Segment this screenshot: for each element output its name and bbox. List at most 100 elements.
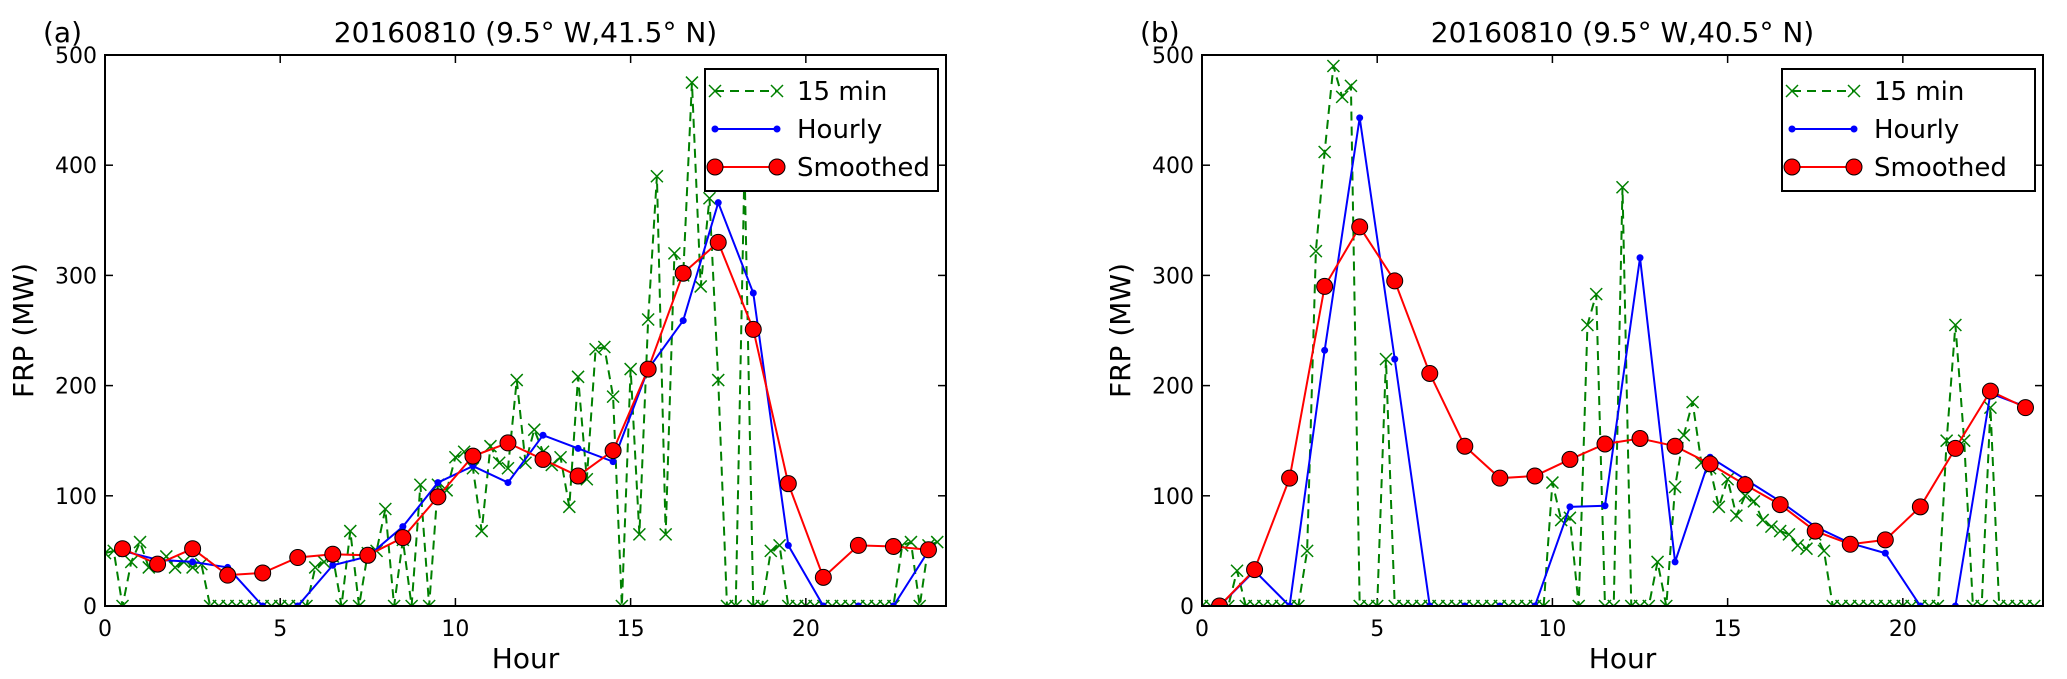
data-point-x (492, 456, 506, 470)
legend-label: Hourly (797, 115, 882, 145)
x-tick-label: 20 (1889, 617, 1917, 642)
data-point-x (571, 370, 585, 384)
x-axis-label: Hour (1589, 642, 1657, 675)
data-point-circle (1946, 439, 1964, 457)
legend-item: 15 min (1785, 77, 1964, 107)
axes-frame (1201, 54, 2044, 607)
data-point-x (1537, 599, 1551, 606)
y-axis-label: FRP (MW) (1104, 263, 1137, 398)
chart-title: 20160810 (9.5° W,41.5° N) (334, 16, 717, 49)
data-point-dot (1636, 254, 1644, 262)
y-tick-label: 100 (1152, 485, 1194, 510)
data-point-circle (1316, 277, 1334, 295)
data-point-x (641, 312, 655, 327)
legend-label: Smoothed (1874, 153, 2007, 183)
data-point-dot (539, 431, 547, 439)
y-tick-label: 400 (55, 154, 97, 179)
panel-label: (b) (1140, 16, 1180, 49)
x-tick-label: 0 (98, 617, 112, 642)
data-point-circle (149, 555, 167, 573)
data-point-x (413, 478, 427, 492)
series-line (1218, 117, 2026, 606)
data-point-dot (1566, 503, 1574, 511)
data-point-x (1300, 544, 1314, 558)
data-point-circle (674, 264, 692, 282)
plot-area (1202, 59, 2041, 606)
data-point-x (1712, 500, 1726, 514)
data-point-x (1773, 524, 1787, 538)
data-point-x (448, 450, 462, 464)
data-point-circle (359, 546, 377, 564)
data-point-dot (329, 561, 337, 569)
data-point-dot (399, 523, 407, 531)
y-tick-label: 500 (1152, 44, 1194, 69)
series-line (1218, 225, 2026, 606)
data-point-x (475, 524, 489, 538)
x-tick-label: 5 (273, 617, 287, 642)
data-point-circle (1631, 429, 1649, 447)
legend-marker (770, 84, 784, 98)
legend-marker (1845, 158, 1863, 176)
data-point-dot (714, 199, 722, 207)
data-point-x (518, 456, 533, 470)
data-point-circle (604, 442, 622, 460)
data-point-x (133, 535, 147, 549)
data-point-dot (749, 289, 757, 297)
x-tick-label: 20 (792, 617, 820, 642)
legend-label: Smoothed (797, 153, 930, 183)
legend-label: Hourly (1874, 115, 1959, 145)
x-tick-label: 0 (1195, 617, 1209, 642)
data-point-circle (1981, 382, 1999, 400)
data-point-x (650, 169, 664, 183)
legend: 15 min Hourly Smoothed (1781, 68, 2036, 192)
data-point-x (343, 524, 357, 538)
data-point-circle (779, 475, 797, 493)
data-point-x (1764, 520, 1778, 534)
data-point-dot (1356, 114, 1364, 122)
data-point-x (711, 373, 725, 387)
data-point-circle (1526, 467, 1544, 485)
x-axis-label: Hour (492, 642, 560, 675)
data-point-x (422, 599, 436, 606)
plot-area (105, 76, 944, 606)
legend: 15 min Hourly Smoothed (704, 68, 939, 192)
data-point-circle (814, 568, 832, 586)
data-point-circle (709, 233, 727, 251)
data-point-x (1309, 244, 1323, 258)
y-axis-label: FRP (MW) (7, 263, 40, 398)
data-point-circle (1736, 476, 1754, 494)
data-point-dot (1881, 549, 1889, 557)
data-point-circle (1596, 435, 1614, 453)
data-point-circle (534, 450, 552, 468)
data-point-dot (784, 541, 792, 549)
data-point-circle (1386, 272, 1404, 290)
data-point-x (1607, 599, 1621, 606)
data-point-dot (1671, 558, 1679, 566)
series-hourly (119, 199, 932, 606)
data-point-circle (1841, 535, 1859, 553)
data-point-x (913, 599, 927, 606)
data-point-x (1729, 509, 1743, 523)
data-point-x (1335, 90, 1349, 104)
data-point-dot (189, 558, 197, 566)
data-point-x (1651, 555, 1665, 569)
data-point-x (1572, 599, 1586, 606)
x-tick-label: 10 (441, 617, 469, 642)
data-point-circle (1876, 531, 1894, 549)
data-point-x (168, 560, 182, 574)
data-point-x (308, 560, 322, 574)
data-point-circle (394, 529, 412, 547)
series-line (122, 199, 930, 606)
data-point-x (597, 340, 611, 354)
data-point-circle (884, 537, 902, 555)
data-point-x (352, 599, 366, 606)
legend-item: Hourly (711, 115, 882, 145)
data-point-x (1589, 287, 1603, 301)
data-point-x (1642, 599, 1656, 606)
data-point-x (527, 423, 541, 437)
data-point-circle (1911, 498, 1929, 516)
data-point-x (1291, 599, 1305, 606)
series-15-min (105, 76, 944, 606)
data-point-circle (1771, 496, 1789, 514)
data-point-x (1230, 564, 1244, 578)
